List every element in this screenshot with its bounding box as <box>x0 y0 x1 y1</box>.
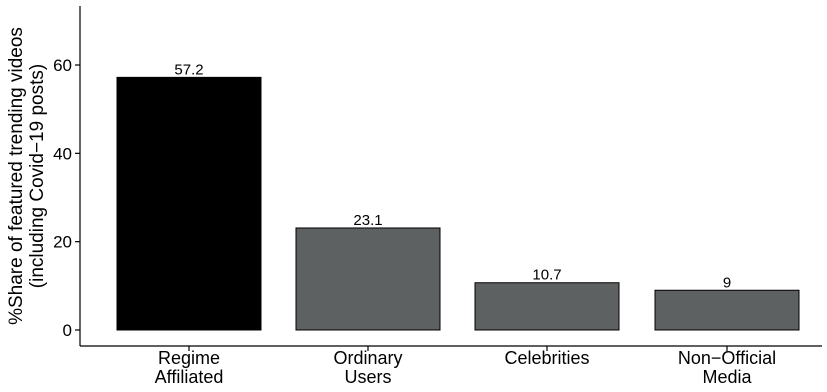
x-tick-label: Affiliated <box>155 367 224 387</box>
bar-value-label: 9 <box>723 274 731 291</box>
bar-value-label: 57.2 <box>174 61 203 78</box>
x-tick-label: Ordinary <box>333 348 402 368</box>
x-tick-label: Media <box>702 367 752 387</box>
x-tick-label: Non−Official <box>678 348 776 368</box>
bar <box>295 227 441 331</box>
bar-value-labels: 57.2 23.1 10.7 9 <box>174 61 731 291</box>
y-tick-label: 60 <box>53 56 72 75</box>
bar <box>116 76 262 331</box>
bar <box>474 282 620 331</box>
bar <box>654 289 800 331</box>
bar-value-label: 10.7 <box>532 267 561 284</box>
x-tick-label: Regime <box>158 348 220 368</box>
bar-value-label: 23.1 <box>353 212 382 229</box>
y-axis-title: %Share of featured trending videos (inclu… <box>6 27 48 325</box>
y-tick-label: 20 <box>53 233 72 252</box>
y-axis-title-line: %Share of featured trending videos <box>6 27 27 325</box>
bars <box>116 76 800 331</box>
x-tick-label: Users <box>344 367 391 387</box>
y-axis-ticks: 0 20 40 60 <box>53 56 80 340</box>
y-axis-title-line: (including Covid−19 posts) <box>27 64 48 288</box>
x-tick-label: Celebrities <box>504 348 589 368</box>
y-tick-label: 40 <box>53 144 72 163</box>
y-tick-label: 0 <box>63 321 72 340</box>
